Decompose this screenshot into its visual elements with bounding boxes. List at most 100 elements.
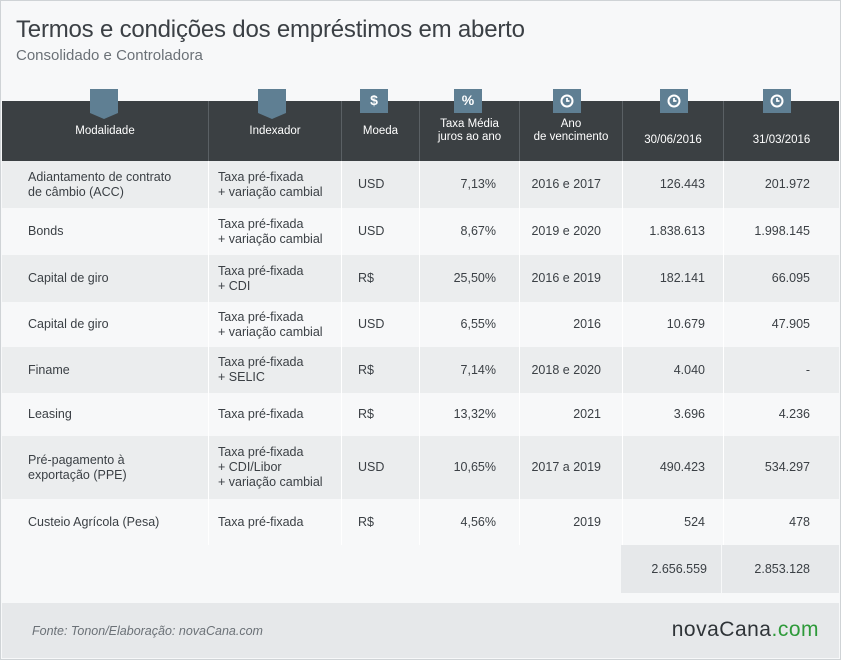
clock-icon [763, 89, 791, 113]
header-moeda: Moeda [362, 124, 399, 137]
page-title: Termos e condições dos empréstimos em ab… [16, 16, 525, 43]
cell-moeda: USD [358, 460, 385, 474]
cell-v1: 3.696 [673, 407, 705, 421]
cell-taxa: 25,50% [453, 271, 496, 285]
table-row: Adiantamento de contrato de câmbio (ACC) T… [2, 161, 839, 208]
percent-icon: % [454, 89, 482, 113]
cell-v1: 10.679 [666, 317, 705, 331]
cell-indexador-line: + CDI/Libor [218, 460, 282, 474]
cell-indexador-line: Taxa pré-fixada [218, 355, 304, 369]
cell-moeda: USD [358, 317, 385, 331]
cell-modalidade-line: Custeio Agrícola (Pesa) [28, 514, 160, 529]
cell-indexador: Taxa pré-fixada + SELIC [218, 347, 341, 393]
logo-main: novaCana [671, 618, 772, 641]
cell-v2: 66.095 [771, 271, 810, 285]
cell-taxa: 13,32% [453, 407, 496, 421]
cell-indexador: Taxa pré-fixada + CDI [218, 255, 341, 302]
arrow-tab-icon [258, 89, 286, 119]
cell-indexador-line: + variação cambial [218, 324, 323, 339]
cell-modalidade: Bonds [28, 208, 208, 255]
cell-v1: 182.141 [659, 271, 705, 285]
cell-v2: 201.972 [764, 177, 810, 191]
total-cell-2: 2.853.128 [722, 545, 839, 593]
cell-moeda: R$ [358, 514, 374, 529]
cell-indexador: Taxa pré-fixada + variação cambial [218, 161, 341, 208]
cell-moeda: R$ [358, 271, 374, 285]
cell-taxa: 4,56% [460, 514, 496, 529]
cell-taxa: 6,55% [460, 317, 496, 331]
cell-v2: 478 [789, 514, 810, 529]
cell-modalidade: Finame [28, 347, 208, 393]
table-row: Capital de giro Taxa pré-fixada + CDI R$ 25,… [2, 255, 839, 302]
dollar-icon: $ [360, 89, 388, 113]
cell-indexador-line: + SELIC [218, 370, 265, 384]
header-taxa: Taxa Média juros ao ano [420, 101, 519, 161]
header-indexador: Indexador [249, 124, 301, 137]
header-modalidade: Modalidade [75, 124, 135, 137]
cell-ano: 2018 e 2020 [531, 362, 601, 377]
cell-modalidade-line: de câmbio (ACC) [28, 184, 124, 199]
cell-indexador-line: Taxa pré-fixada [218, 309, 304, 324]
header-taxa-line1: Taxa Média [440, 118, 499, 130]
cell-indexador-line: + CDI [218, 278, 251, 293]
page-subtitle: Consolidado e Controladora [16, 47, 203, 64]
header-ano: Ano de vencimento [520, 101, 622, 161]
cell-indexador-line: Taxa pré-fixada [218, 407, 304, 421]
cell-v2: 47.905 [771, 317, 810, 331]
table-row: Bonds Taxa pré-fixada + variação cambial US… [2, 208, 839, 255]
cell-moeda: USD [358, 177, 385, 191]
cell-modalidade-line: Bonds [28, 224, 64, 238]
cell-modalidade-line: Pré-pagamento à [28, 452, 125, 467]
table-row: Finame Taxa pré-fixada + SELIC R$ 7,14% 2018 … [2, 347, 839, 393]
cell-indexador: Taxa pré-fixada + CDI/Libor + variação cam… [218, 436, 341, 499]
cell-v2: 4.236 [778, 407, 810, 421]
cell-v2: - [805, 362, 810, 377]
cell-indexador: Taxa pré-fixada + variação cambial [218, 208, 341, 255]
cell-modalidade-line: Adiantamento de contrato [28, 169, 172, 184]
cell-moeda: R$ [358, 407, 374, 421]
cell-ano: 2019 [573, 514, 601, 529]
cell-moeda: USD [358, 224, 385, 238]
cell-indexador-line: + variação cambial [218, 231, 323, 246]
table-row: Capital de giro Taxa pré-fixada + variação… [2, 302, 839, 347]
total-cell-1: 2.656.559 [621, 545, 721, 593]
cell-indexador-line: Taxa pré-fixada [218, 263, 304, 278]
cell-indexador: Taxa pré-fixada + variação cambial [218, 302, 341, 347]
cell-ano: 2017 a 2019 [531, 460, 601, 474]
brand-logo: novaCana.com [672, 618, 819, 642]
cell-taxa: 10,65% [453, 460, 496, 474]
cell-v2: 1.998.145 [754, 224, 810, 238]
cell-modalidade: Capital de giro [28, 302, 208, 347]
arrow-tab-icon [90, 89, 118, 119]
cell-modalidade-line: exportação (PPE) [28, 467, 127, 482]
cell-modalidade: Capital de giro [28, 255, 208, 302]
footer: Fonte: Tonon/Elaboração: novaCana.com no… [2, 603, 839, 658]
cell-indexador-line: + variação cambial [218, 475, 323, 489]
cell-indexador-line: Taxa pré-fixada [218, 514, 304, 529]
cell-modalidade: Leasing [28, 393, 208, 436]
cell-modalidade-line: Capital de giro [28, 271, 109, 285]
cell-indexador-line: Taxa pré-fixada [218, 169, 304, 184]
cell-taxa: 8,67% [460, 224, 496, 238]
cell-modalidade-line: Leasing [28, 407, 72, 421]
cell-indexador-line: + variação cambial [218, 184, 323, 199]
cell-ano: 2016 [573, 317, 601, 331]
clock-icon [553, 89, 581, 113]
cell-v1: 524 [684, 514, 705, 529]
cell-ano: 2019 e 2020 [531, 224, 601, 238]
cell-modalidade: Pré-pagamento à exportação (PPE) [28, 436, 208, 499]
cell-indexador-line: Taxa pré-fixada [218, 445, 304, 459]
clock-icon [660, 89, 688, 113]
total-value-2: 2.853.128 [754, 561, 810, 576]
table-header: $ % Modalidade Indexador Moeda Taxa Médi… [2, 89, 839, 161]
header-ano-line2: de vencimento [533, 131, 609, 143]
cell-modalidade: Adiantamento de contrato de câmbio (ACC) [28, 161, 208, 208]
cell-ano: 2016 e 2017 [531, 177, 601, 191]
cell-v1: 126.443 [659, 177, 705, 191]
cell-modalidade-line: Capital de giro [28, 317, 109, 331]
cell-ano: 2021 [573, 407, 601, 421]
logo-suffix: .com [771, 618, 819, 641]
table-row: Custeio Agrícola (Pesa) Taxa pré-fixada R$… [2, 499, 839, 545]
cell-v2: 534.297 [764, 460, 810, 474]
cell-v1: 490.423 [659, 460, 705, 474]
